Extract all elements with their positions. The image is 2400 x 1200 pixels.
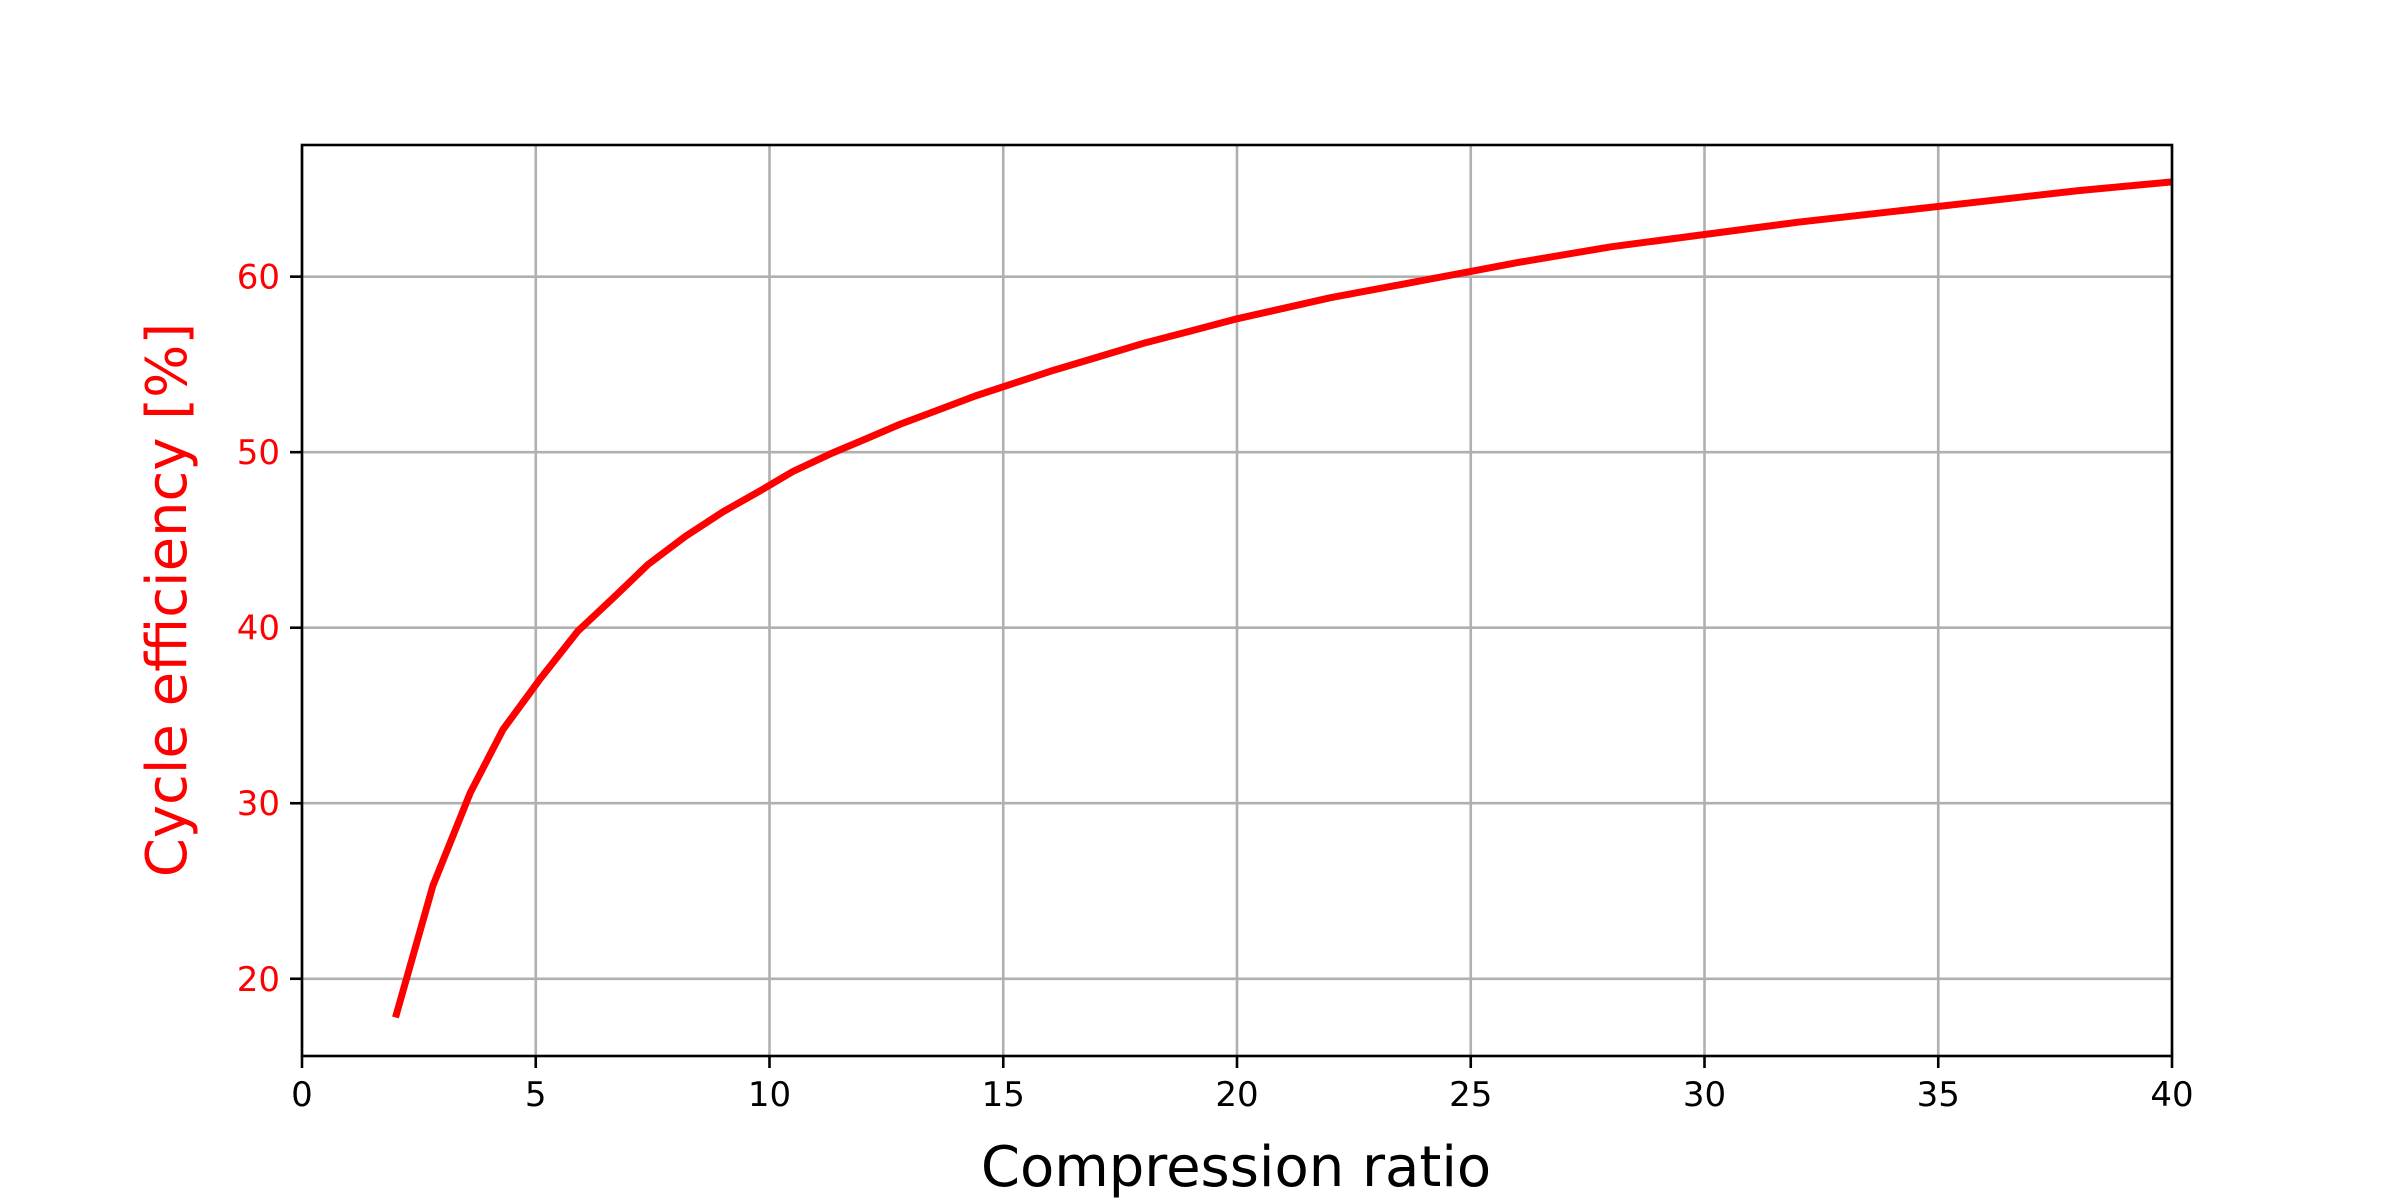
x-tick-label: 15 xyxy=(982,1075,1025,1115)
x-tick-label: 10 xyxy=(748,1075,791,1115)
y-tick-label: 40 xyxy=(237,609,280,649)
x-tick-label: 0 xyxy=(291,1075,313,1115)
y-axis-title: Cycle efficiency [%] xyxy=(135,323,200,877)
y-tick-label: 60 xyxy=(237,258,280,298)
x-tick-label: 25 xyxy=(1449,1075,1492,1115)
x-tick-label: 5 xyxy=(525,1075,547,1115)
y-tick-label: 20 xyxy=(237,960,280,1000)
x-tick-label: 20 xyxy=(1215,1075,1258,1115)
x-tick-label: 30 xyxy=(1683,1075,1726,1115)
efficiency-line xyxy=(392,178,2173,1019)
x-tick-label: 35 xyxy=(1917,1075,1960,1115)
series-layer xyxy=(392,178,2173,1019)
y-tick-label: 50 xyxy=(237,433,280,473)
x-axis-title: Compression ratio xyxy=(981,1135,1491,1200)
tick-layer: 0 5 10 15 20 25 30 35 40 20 30 40 50 60 xyxy=(237,258,2194,1115)
grid-lines xyxy=(300,145,2174,1056)
x-tick-label: 40 xyxy=(2150,1075,2193,1115)
y-tick-label: 30 xyxy=(237,784,280,824)
